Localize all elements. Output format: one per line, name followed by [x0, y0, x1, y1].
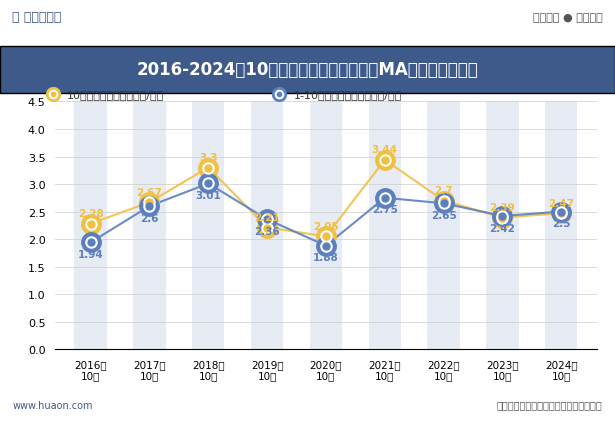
Text: 2.36: 2.36 [254, 226, 280, 236]
Bar [545, 102, 577, 349]
Text: 2.28: 2.28 [77, 209, 103, 219]
Text: 2016-2024年10月郑州商品交易所甲醇（MA）期货成交均价: 2016-2024年10月郑州商品交易所甲醇（MA）期货成交均价 [137, 61, 478, 79]
Text: 1.94: 1.94 [77, 249, 103, 259]
Bar [74, 102, 107, 349]
Bar [192, 102, 224, 349]
Text: 🔷 华经情报网: 🔷 华经情报网 [12, 12, 62, 24]
Text: 2.47: 2.47 [548, 198, 574, 208]
Text: 3.44: 3.44 [372, 145, 398, 155]
Text: 2.39: 2.39 [490, 203, 515, 213]
Text: 3.3: 3.3 [199, 153, 218, 163]
Text: 1.88: 1.88 [313, 253, 339, 263]
Text: 2.21: 2.21 [254, 213, 280, 222]
Text: 10月期货成交均价（万元/手）: 10月期货成交均价（万元/手） [67, 90, 164, 100]
Text: 2.42: 2.42 [490, 223, 515, 233]
Text: 2.67: 2.67 [137, 187, 162, 197]
Text: 3.01: 3.01 [196, 191, 221, 201]
FancyBboxPatch shape [0, 47, 615, 94]
Bar [486, 102, 518, 349]
Bar [251, 102, 284, 349]
Bar [133, 102, 165, 349]
Bar [368, 102, 401, 349]
Text: 1-10月期货成交均价（万元/手）: 1-10月期货成交均价（万元/手） [293, 90, 402, 100]
Text: 2.65: 2.65 [430, 210, 456, 220]
Text: 专业严谨 ● 客观科学: 专业严谨 ● 客观科学 [533, 13, 603, 23]
Bar [427, 102, 460, 349]
Text: 2.75: 2.75 [372, 205, 398, 215]
Bar [310, 102, 342, 349]
Text: 2.5: 2.5 [552, 219, 571, 229]
Text: 2.05: 2.05 [313, 221, 339, 231]
Text: 2.6: 2.6 [140, 213, 159, 223]
Text: 2.7: 2.7 [434, 186, 453, 196]
Text: 数据来源：证监局；华经产业研究院整理: 数据来源：证监局；华经产业研究院整理 [497, 400, 603, 410]
Text: www.huaon.com: www.huaon.com [12, 400, 93, 410]
